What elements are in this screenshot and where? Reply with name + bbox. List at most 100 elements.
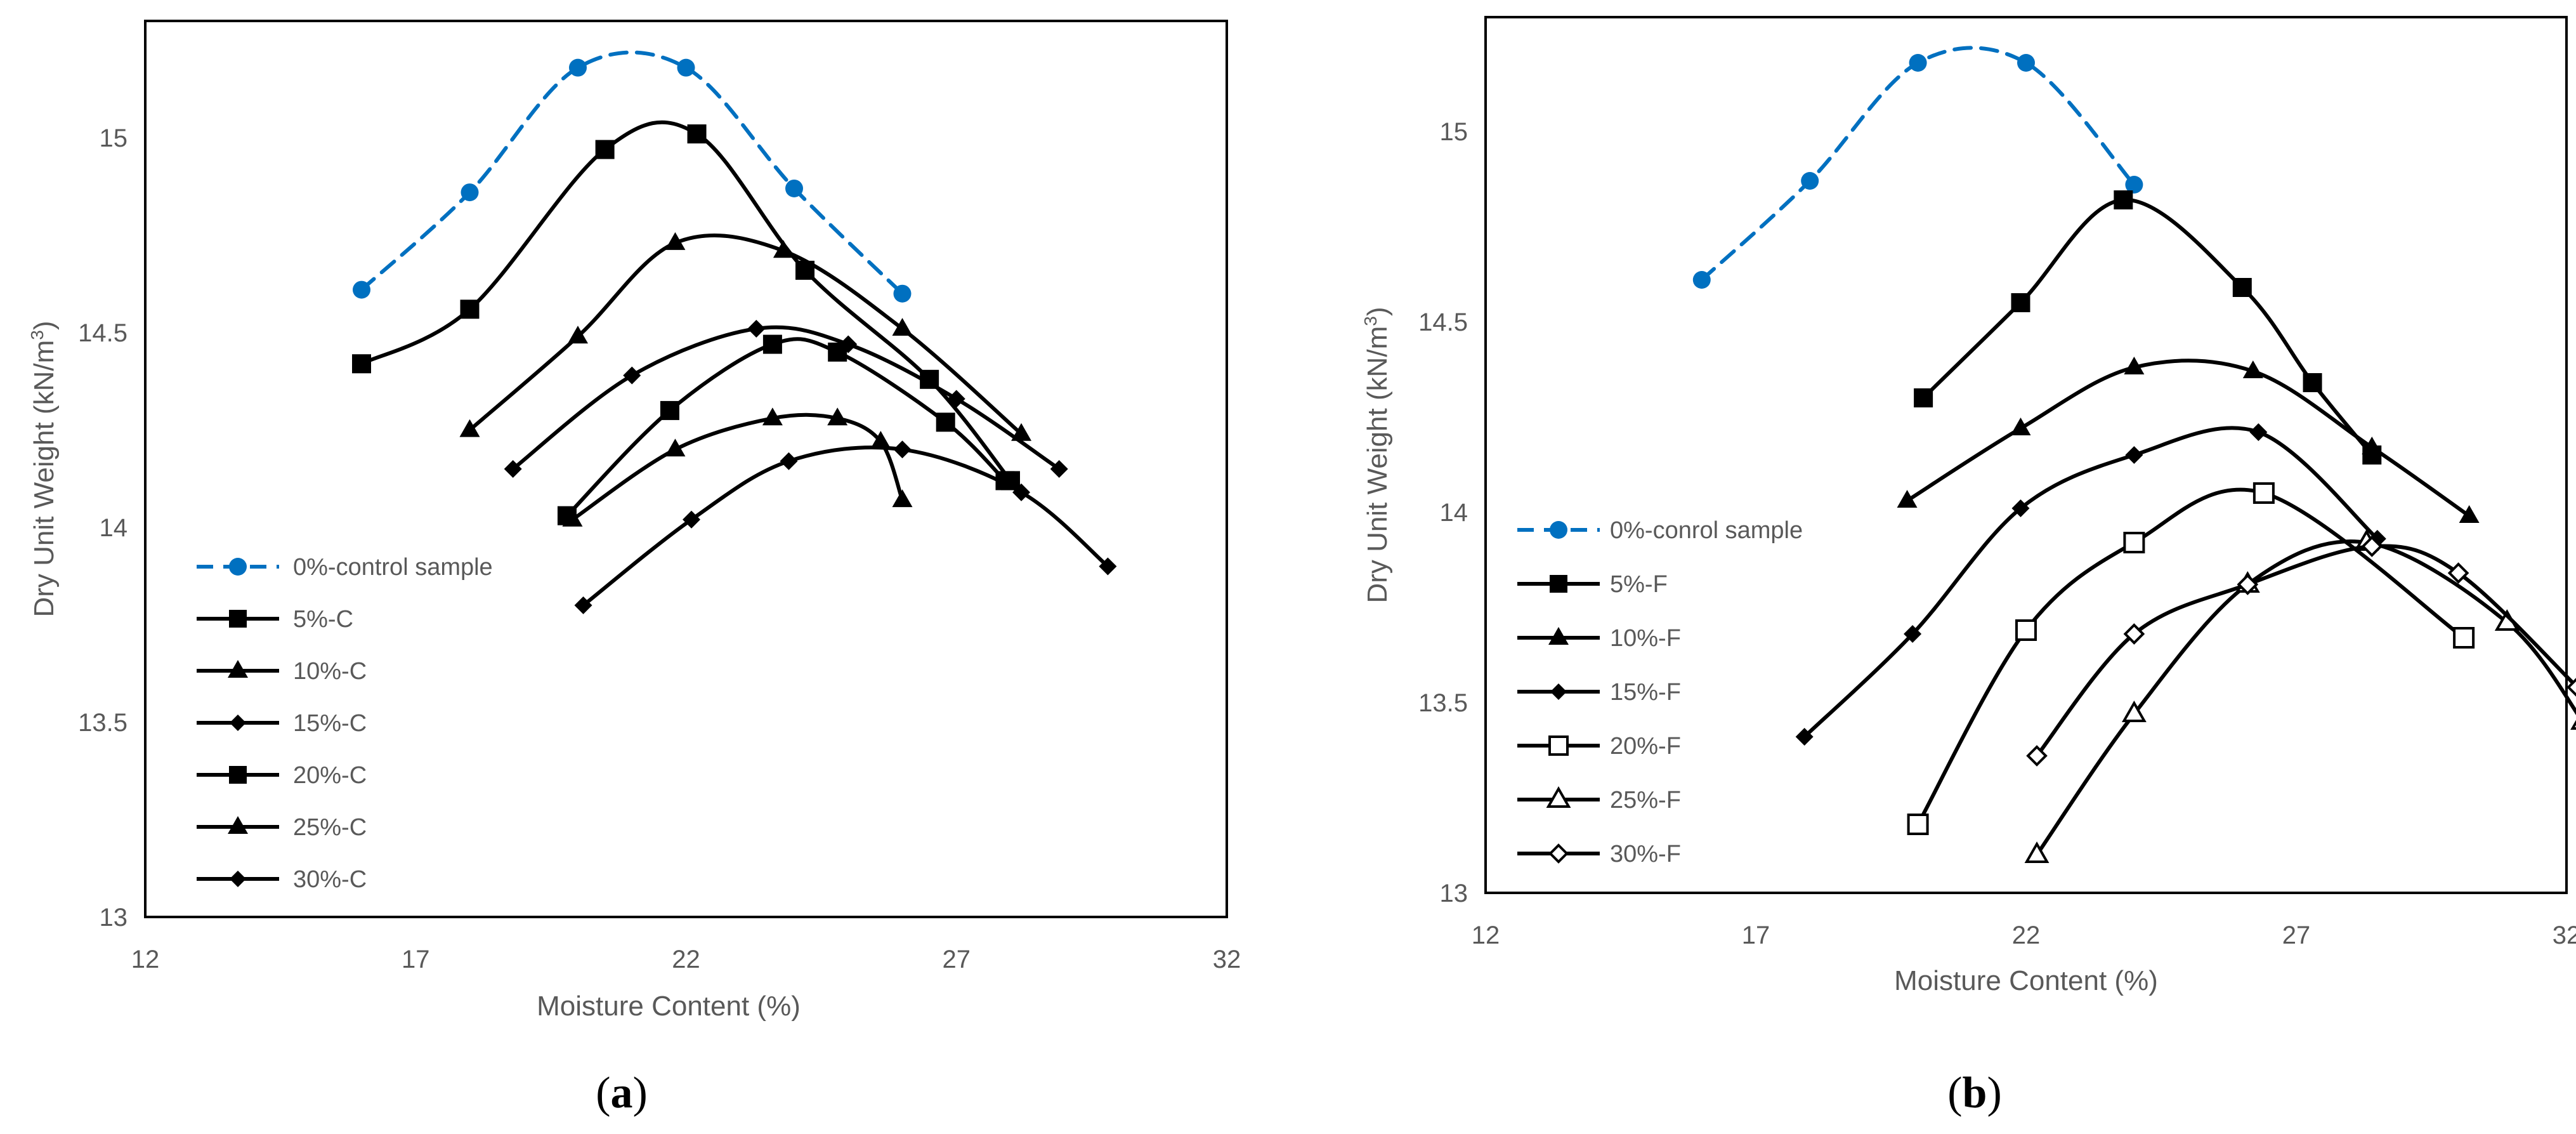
series-line [2035,539,2576,857]
data-point-marker [2447,562,2469,584]
data-point-marker [459,419,480,437]
y-tick-label: 13.5 [1418,689,1468,717]
legend-item: 30%-F [1517,841,1681,867]
data-point-marker [2362,437,2383,454]
data-point-marker [687,124,707,144]
data-point-marker [595,140,615,159]
series [352,120,1020,491]
y-tick-label: 14 [100,514,128,542]
x-tick-label: 32 [1213,946,1241,973]
legend: 0%-control sample 5%-C 10%-C 15%-C 20%-C [197,554,493,893]
data-point-marker [2125,176,2143,194]
data-point-marker [2459,505,2480,523]
series-line [570,412,905,522]
data-point-marker [762,334,782,354]
series [557,334,1015,525]
data-point-marker [893,284,912,303]
y-tick-label: 14.5 [78,319,127,347]
data-point-marker [2566,678,2576,697]
data-point-marker [2303,373,2322,392]
series-group [1692,46,2576,863]
series [574,440,1117,614]
x-tick-labels: 12 17 22 27 32 [131,946,1241,973]
series [1692,46,2143,289]
y-tick-label: 13.5 [78,709,127,737]
series [459,232,1032,441]
series [353,50,912,303]
data-point-marker [677,58,695,77]
data-point-marker [683,510,701,529]
y-axis-title-superscript: 3 [27,330,47,340]
x-tick-label: 27 [2282,921,2311,949]
data-point-marker [870,431,891,449]
legend-label: 0%-control sample [293,554,493,581]
x-tick-label: 27 [943,946,971,973]
data-point-marker [1914,388,1933,407]
legend-marker [228,816,248,834]
plot-frame [144,20,1228,918]
series-line [360,50,905,296]
series-line [1905,359,2471,518]
series-line [360,120,1012,483]
data-point-marker [562,508,583,527]
y-tick-label: 15 [100,124,128,152]
x-tick-labels: 12 17 22 27 32 [1472,921,2576,949]
data-point-marker [461,183,479,202]
panel-label-close: ) [633,1069,648,1118]
legend-item: 5%-C [197,606,353,633]
legend: 0%-conrol sample 5%-F 10%-F 15%-F 20%-F [1517,517,1803,867]
series [1795,423,2386,746]
data-point-marker [773,240,794,258]
y-tick-label: 15 [1440,118,1468,146]
data-point-marker [2121,700,2147,722]
data-point-marker [1795,728,1814,746]
y-axis-title-superscript: 3 [1361,316,1380,326]
y-axis-title-main: Dry Unit Weight (kN/m [29,340,60,617]
legend-item: 15%-F [1517,679,1681,706]
legend-marker [1548,735,1569,756]
data-point-marker [827,407,848,426]
legend-marker [1548,627,1569,645]
series-line [1699,46,2136,282]
data-point-marker [1099,557,1117,576]
data-point-marker [1692,271,1711,289]
legend-label: 10%-C [293,658,367,685]
legend-label: 20%-C [293,762,367,789]
data-point-marker [1050,460,1068,478]
data-point-marker [1904,625,1922,643]
data-point-marker [660,400,679,420]
data-point-marker [2237,574,2259,595]
y-tick-labels: 13 13.5 14 14.5 15 [78,124,127,932]
data-point-marker [1801,172,1819,190]
legend-item: 20%-F [1517,733,1681,760]
data-point-marker [2123,623,2145,645]
data-point-marker [665,232,686,250]
series [1897,357,2480,523]
series-line [511,325,1061,471]
y-tick-label: 13 [1440,880,1468,907]
data-point-marker [828,342,847,362]
series-line [581,445,1110,607]
y-tick-label: 14.5 [1418,308,1468,336]
series-line [1921,197,2374,457]
x-axis-title: Moisture Content (%) [537,991,801,1022]
series-line [1802,426,2379,739]
legend-label: 5%-C [293,606,353,633]
y-axis-title-close: ) [29,320,60,330]
panel-label: (a) [596,1069,648,1118]
legend-item: 0%-conrol sample [1517,517,1803,544]
legend-marker [228,660,248,678]
data-point-marker [2252,482,2275,504]
data-point-marker [2026,745,2048,767]
y-axis-title-close: ) [1362,307,1393,316]
x-tick-label: 17 [1742,921,1770,949]
legend-marker [229,766,247,784]
data-point-marker [2125,446,2143,464]
y-tick-label: 13 [100,904,128,932]
legend-item: 5%-F [1517,571,1668,598]
data-point-marker [2015,619,2037,641]
data-point-marker [353,280,370,299]
series-group [352,50,1117,614]
data-point-marker [2361,536,2383,557]
